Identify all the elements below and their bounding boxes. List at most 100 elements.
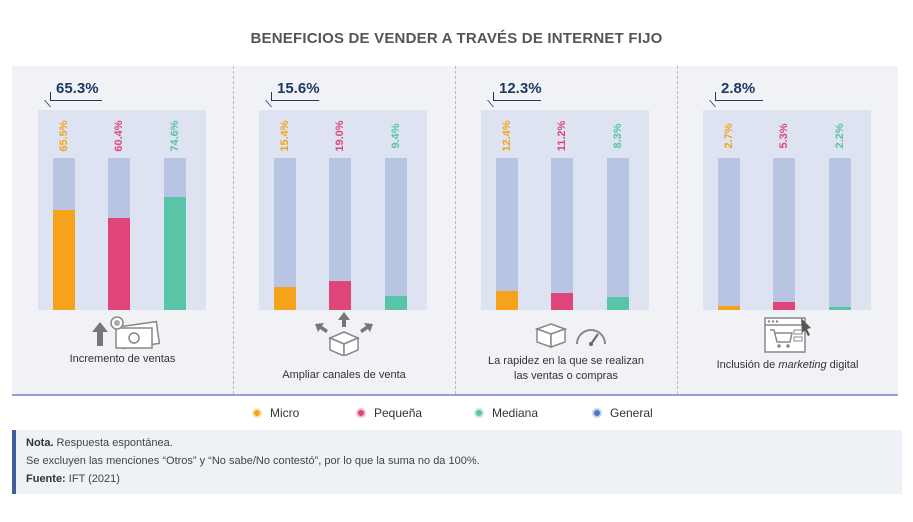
- bar-track-micro: [718, 158, 740, 310]
- source-text: IFT (2021): [65, 473, 120, 485]
- general-marker-line: [715, 100, 763, 101]
- bar-mediana: [385, 295, 407, 310]
- bar-value-label-pequena: 19.0%: [334, 120, 346, 152]
- bar-pequena: [108, 218, 130, 310]
- chart-title: BENEFICIOS DE VENDER A TRAVÉS DE INTERNE…: [250, 30, 663, 47]
- general-marker-line: [50, 100, 102, 101]
- bar-micro: [274, 286, 296, 310]
- legend-label-general: General: [610, 406, 653, 420]
- bar-value-label-pequena: 11.2%: [556, 120, 568, 152]
- panel-3: 12.3% 12.4% 11.2% 8.3% La rapidez en la que…: [455, 66, 677, 394]
- plot-area: 2.7% 5.3% 2.2%: [703, 110, 871, 310]
- bar-value-label-mediana: 9.4%: [390, 123, 402, 149]
- category-label-line: Ampliar canales de venta: [282, 369, 406, 381]
- bar-value-label-micro: 15.4%: [279, 120, 291, 152]
- bar-micro: [718, 305, 740, 310]
- general-value: 15.6%: [277, 80, 320, 97]
- panel-2: 15.6% 15.4% 19.0% 9.4% Ampliar canales de v…: [233, 66, 455, 394]
- bar-pequena: [329, 281, 351, 310]
- bar-mediana: [164, 196, 186, 310]
- bar-track-pequena: [551, 158, 573, 310]
- panel-1: 65.3% 65.5% 60.4% 74.6% Incremento de venta…: [12, 66, 233, 394]
- legend-item-pequena: Pequeña: [356, 406, 422, 420]
- legend-item-mediana: Mediana: [474, 406, 538, 420]
- category-label-line: Incremento de ventas: [69, 353, 176, 365]
- bar-value-label-micro: 2.7%: [723, 123, 735, 149]
- bar-pequena: [773, 301, 795, 310]
- category-label: Incremento de ventas: [12, 352, 233, 367]
- source-label: Fuente:: [26, 473, 66, 485]
- category-label-line: las ventas o compras: [514, 370, 618, 382]
- general-marker-tick: [271, 92, 272, 101]
- category-label-part: digital: [826, 359, 859, 371]
- legend-swatch-mediana: [474, 408, 484, 418]
- general-marker-pointer: [44, 100, 51, 107]
- box-speedometer-icon: [534, 320, 607, 355]
- panel-4: 2.8% 2.7% 5.3% 2.2% Inclusión de marketing …: [677, 66, 898, 394]
- note-box: Nota. Respuesta espontánea. Se excluyen …: [12, 430, 902, 494]
- general-value: 2.8%: [721, 80, 756, 97]
- bar-value-label-mediana: 8.3%: [612, 123, 624, 149]
- panel-divider: [233, 66, 234, 394]
- bar-mediana: [829, 306, 851, 310]
- plot-area: 15.4% 19.0% 9.4%: [259, 110, 427, 310]
- chart-baseline: [12, 394, 898, 396]
- legend-label-mediana: Mediana: [492, 406, 539, 420]
- bar-track-micro: [53, 158, 75, 310]
- category-label-part: Inclusión de: [716, 359, 779, 371]
- note-line-1: Nota. Respuesta espontánea.: [26, 437, 173, 449]
- legend-item-general: General: [592, 406, 653, 420]
- bar-track-micro: [496, 158, 518, 310]
- note-line-2: Se excluyen las menciones “Otros” y “No …: [26, 455, 480, 467]
- box-arrows-icon: [309, 310, 379, 361]
- plot-area: 65.5% 60.4% 74.6%: [38, 110, 206, 310]
- note-text: Respuesta espontánea.: [53, 437, 173, 449]
- legend-label-pequena: Pequeña: [374, 406, 423, 420]
- money-growth-icon: [86, 316, 166, 355]
- bar-value-label-pequena: 5.3%: [778, 123, 790, 149]
- bar-micro: [53, 210, 75, 310]
- legend-swatch-general: [592, 408, 602, 418]
- general-marker-pointer: [487, 100, 494, 107]
- bar-mediana: [607, 297, 629, 310]
- category-label: Inclusión de marketing digital: [677, 358, 898, 373]
- bar-track-mediana: [829, 158, 851, 310]
- plot-area: 12.4% 11.2% 8.3%: [481, 110, 649, 310]
- note-label: Nota.: [26, 437, 54, 449]
- legend-swatch-pequena: [356, 408, 366, 418]
- general-marker-tick: [493, 92, 494, 101]
- general-marker-line: [271, 100, 319, 101]
- web-cart-icon: [763, 316, 813, 361]
- bar-track-mediana: [164, 158, 186, 310]
- bar-pequena: [551, 292, 573, 310]
- bar-value-label-mediana: 74.6%: [169, 120, 181, 152]
- panel-divider: [455, 66, 456, 394]
- general-marker-tick: [50, 92, 51, 101]
- bar-track-pequena: [108, 158, 130, 310]
- category-label-emphasis: marketing: [778, 359, 827, 371]
- general-marker-tick: [715, 92, 716, 101]
- bar-value-label-mediana: 2.2%: [834, 123, 846, 149]
- legend-swatch-micro: [252, 408, 262, 418]
- bar-track-micro: [274, 158, 296, 310]
- general-value: 65.3%: [56, 80, 99, 97]
- legend: Micro Pequeña Mediana General: [0, 404, 913, 424]
- panel-divider: [677, 66, 678, 394]
- category-label: Ampliar canales de venta: [233, 368, 455, 383]
- general-value: 12.3%: [499, 80, 542, 97]
- category-label: La rapidez en la que se realizan las vent…: [455, 354, 677, 384]
- bar-track-mediana: [385, 158, 407, 310]
- bar-track-mediana: [607, 158, 629, 310]
- bar-track-pequena: [773, 158, 795, 310]
- legend-item-micro: Micro: [252, 406, 299, 420]
- legend-label-micro: Micro: [270, 406, 300, 420]
- general-marker-line: [493, 100, 541, 101]
- bar-micro: [496, 291, 518, 310]
- bar-value-label-micro: 12.4%: [501, 120, 513, 152]
- bar-value-label-micro: 65.5%: [58, 120, 70, 152]
- note-source: Fuente: IFT (2021): [26, 473, 120, 485]
- bar-track-pequena: [329, 158, 351, 310]
- category-label-line: La rapidez en la que se realizan: [488, 355, 644, 367]
- bar-value-label-pequena: 60.4%: [113, 120, 125, 152]
- general-marker-pointer: [709, 100, 716, 107]
